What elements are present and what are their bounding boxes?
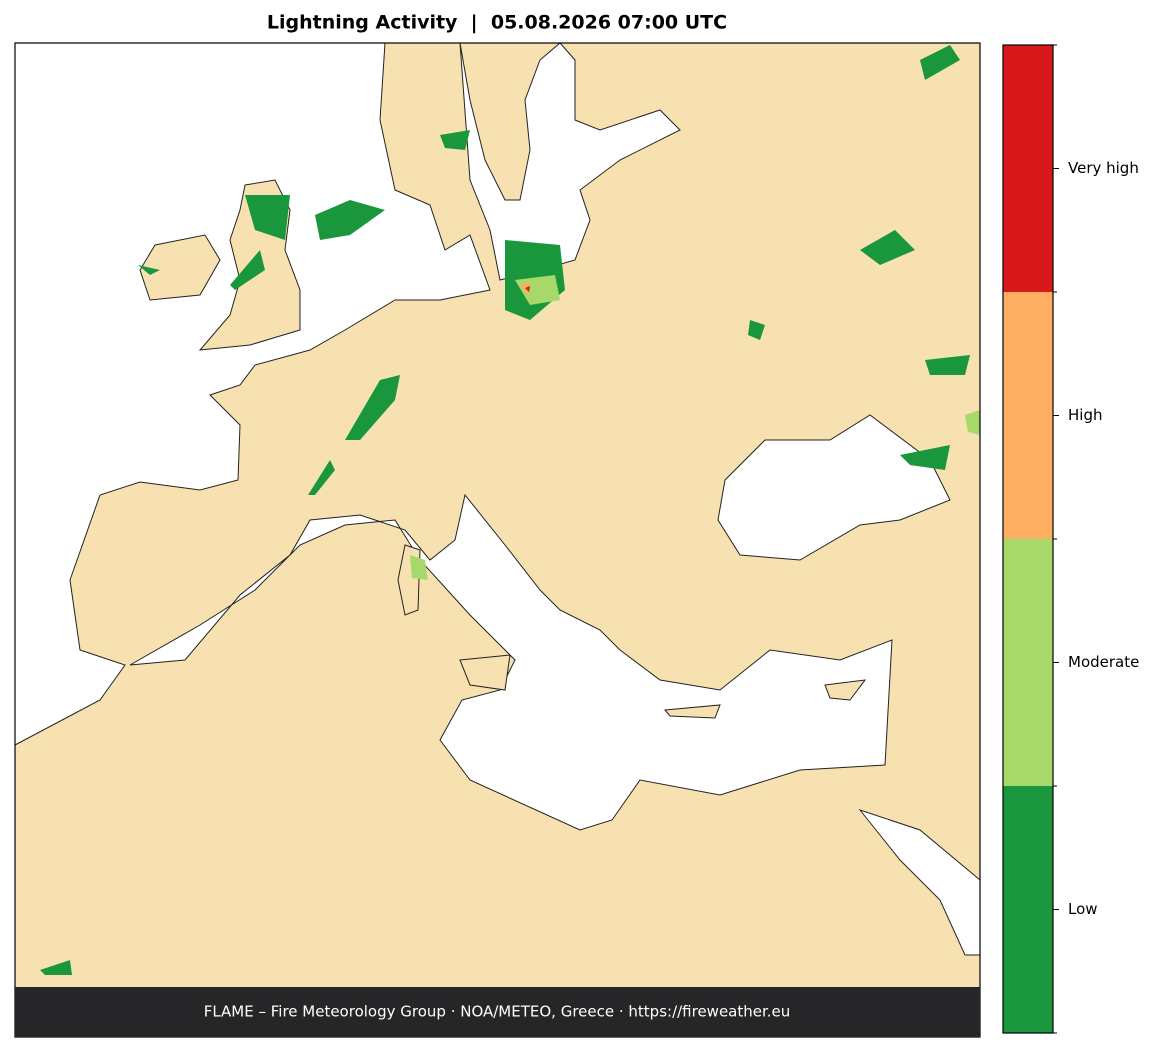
colorbar-label: Low bbox=[1068, 900, 1098, 918]
map-title: Lightning Activity | 05.08.2026 07:00 UT… bbox=[267, 12, 727, 34]
colorbar-label: Moderate bbox=[1068, 653, 1139, 671]
colorbar-segment bbox=[1003, 539, 1053, 786]
footer-bar bbox=[15, 987, 980, 1037]
map: FLAME – Fire Meteorology Group · NOA/MET… bbox=[14, 42, 981, 1038]
footer-text: FLAME – Fire Meteorology Group · NOA/MET… bbox=[204, 1003, 791, 1021]
colorbar-label: High bbox=[1068, 406, 1102, 424]
colorbar-segment bbox=[1003, 292, 1053, 539]
colorbar-frame bbox=[1002, 44, 1054, 1034]
colorbar-segment bbox=[1003, 45, 1053, 292]
colorbar-label: Very high bbox=[1068, 159, 1139, 177]
colorbar-segment bbox=[1003, 786, 1053, 1033]
colorbar: Low Moderate High Very high bbox=[1002, 44, 1139, 1034]
lightning-cells-moderate bbox=[410, 275, 980, 580]
